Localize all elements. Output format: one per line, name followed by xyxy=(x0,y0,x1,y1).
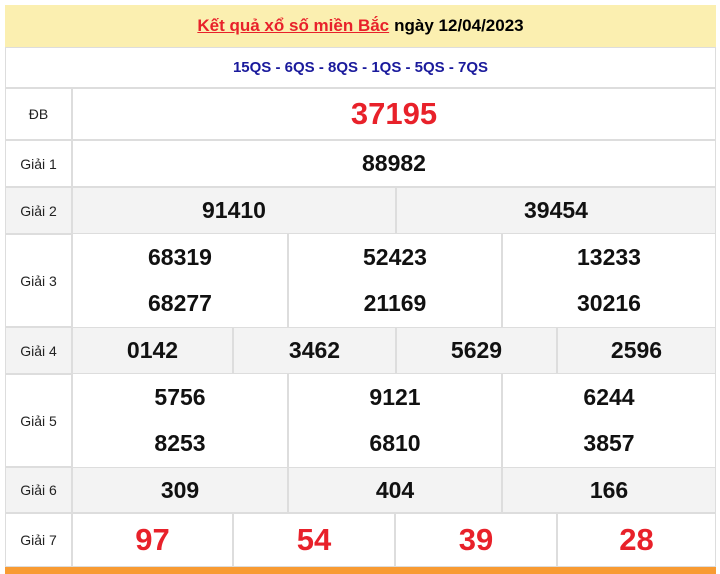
prize-number: 54 xyxy=(233,513,395,567)
prize-number: 37195 xyxy=(72,88,716,140)
prize-label: Giải 4 xyxy=(5,327,72,374)
prize-number: 6810 xyxy=(288,420,502,467)
prize-number: 3857 xyxy=(502,420,716,467)
prize-number: 91410 xyxy=(72,187,396,234)
prize-number: 68319 xyxy=(72,234,288,281)
footer-bar xyxy=(5,567,716,574)
prize-number: 3462 xyxy=(233,327,396,374)
ticket-codes: 15QS - 6QS - 8QS - 1QS - 5QS - 7QS xyxy=(5,47,716,88)
prize-label: Giải 7 xyxy=(5,513,72,567)
prize-number: 0142 xyxy=(72,327,233,374)
prize-number: 88982 xyxy=(72,140,716,187)
prize-number: 5756 xyxy=(72,374,288,421)
prize-number: 28 xyxy=(557,513,716,567)
results-date: ngày 12/04/2023 xyxy=(394,16,524,35)
prize-number: 309 xyxy=(72,467,288,513)
prize-number: 39 xyxy=(395,513,557,567)
results-link[interactable]: Kết quả xổ số miền Bắc xyxy=(197,16,390,35)
results-title: Kết quả xổ số miền Bắc ngày 12/04/2023 xyxy=(5,5,716,47)
prize-number: 6244 xyxy=(502,374,716,421)
prize-number: 2596 xyxy=(557,327,716,374)
prize-label: Giải 3 xyxy=(5,234,72,327)
prize-number: 404 xyxy=(288,467,502,513)
prize-number: 5629 xyxy=(396,327,557,374)
prize-label: ĐB xyxy=(5,88,72,140)
prize-number: 97 xyxy=(72,513,233,567)
prize-number: 21169 xyxy=(288,280,502,327)
prize-label: Giải 6 xyxy=(5,467,72,513)
prize-number: 30216 xyxy=(502,280,716,327)
prize-label: Giải 2 xyxy=(5,187,72,234)
prize-number: 52423 xyxy=(288,234,502,281)
prize-label: Giải 5 xyxy=(5,374,72,467)
prize-number: 166 xyxy=(502,467,716,513)
prize-number: 8253 xyxy=(72,420,288,467)
prize-number: 9121 xyxy=(288,374,502,421)
prize-number: 13233 xyxy=(502,234,716,281)
prize-number: 68277 xyxy=(72,280,288,327)
prize-number: 39454 xyxy=(396,187,716,234)
prize-label: Giải 1 xyxy=(5,140,72,187)
